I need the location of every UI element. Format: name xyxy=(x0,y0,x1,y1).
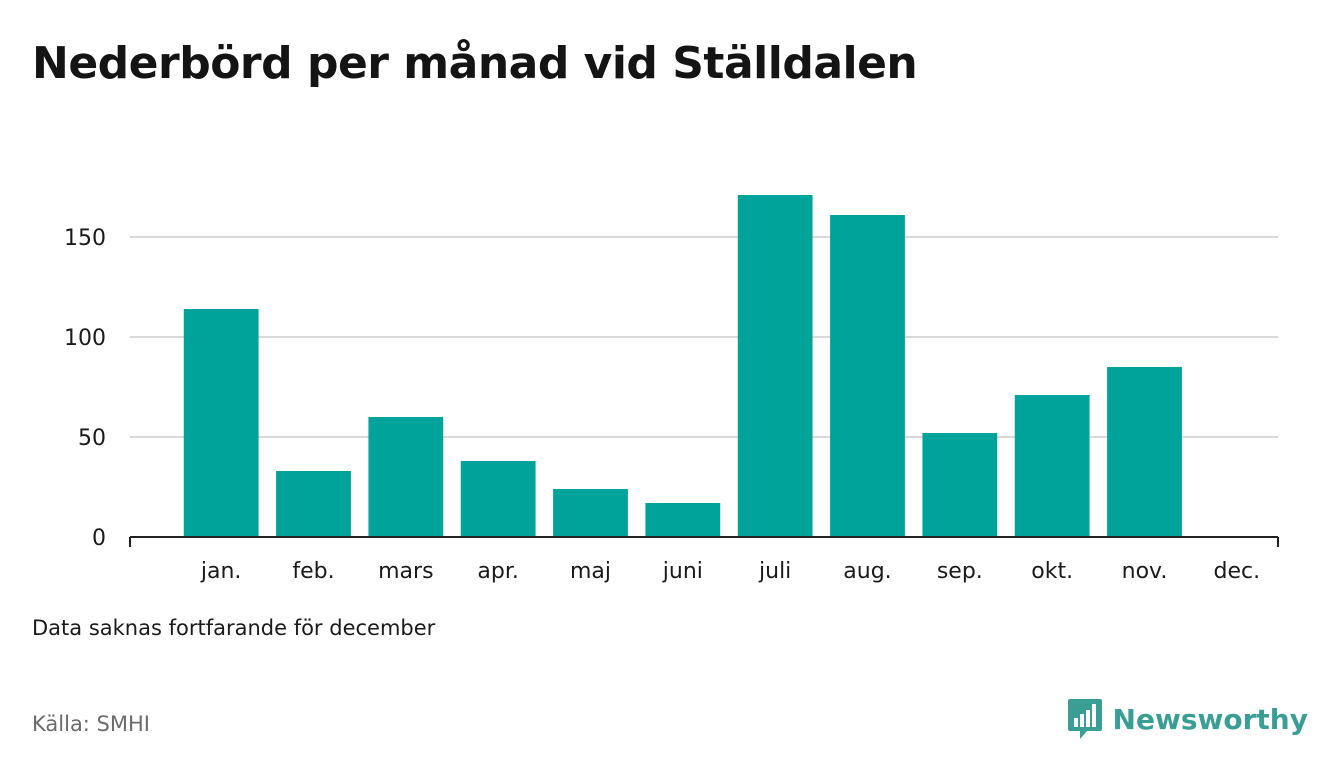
x-axis-ticks: jan. feb. mars apr. maj juni juli aug. sep. okt. n… xyxy=(200,559,1260,584)
x-tick-label: okt. xyxy=(1031,559,1073,584)
chart-title: Nederbörd per månad vid Ställdalen xyxy=(32,38,918,89)
bar-okt xyxy=(1014,395,1090,537)
y-tick-label: 50 xyxy=(78,426,106,451)
brand-logo: Newsworthy xyxy=(1067,696,1308,742)
x-axis xyxy=(129,536,1279,547)
bar-jan xyxy=(183,309,259,537)
x-tick-label: feb. xyxy=(292,559,334,584)
bar-mars xyxy=(368,417,444,537)
gridlines xyxy=(130,236,1278,438)
y-tick-label: 0 xyxy=(92,526,106,551)
x-tick-label: dec. xyxy=(1214,559,1261,584)
bar-juli xyxy=(737,195,813,537)
source-credit: Källa: SMHI xyxy=(32,712,150,736)
x-tick-label: juni xyxy=(662,559,703,584)
bar-juni xyxy=(645,503,721,537)
x-tick-label: nov. xyxy=(1122,559,1168,584)
bar-chart: 0 50 100 150 jan. feb. mars apr. maj juni juli aug… xyxy=(64,195,1279,584)
y-tick-label: 150 xyxy=(64,226,106,251)
x-tick-label: mars xyxy=(378,559,433,584)
bar-feb xyxy=(276,471,351,537)
x-tick-label: apr. xyxy=(477,559,518,584)
bar-aug xyxy=(830,215,905,537)
bar-nov xyxy=(1107,367,1182,537)
bar-maj xyxy=(553,489,628,537)
y-tick-label: 100 xyxy=(64,326,106,351)
x-tick-label: jan. xyxy=(200,559,242,584)
x-tick-label: aug. xyxy=(843,559,891,584)
brand-name: Newsworthy xyxy=(1112,702,1308,736)
x-tick-label: maj xyxy=(570,559,611,584)
chart-note: Data saknas fortfarande för december xyxy=(32,616,436,640)
x-tick-label: sep. xyxy=(937,559,983,584)
bars xyxy=(183,195,1182,537)
y-axis-ticks: 0 50 100 150 xyxy=(64,226,106,551)
bar-apr xyxy=(460,461,536,537)
bar-sep xyxy=(922,433,998,537)
bar-chart-speech-bubble-icon xyxy=(1067,699,1102,739)
x-tick-label: juli xyxy=(758,559,791,584)
